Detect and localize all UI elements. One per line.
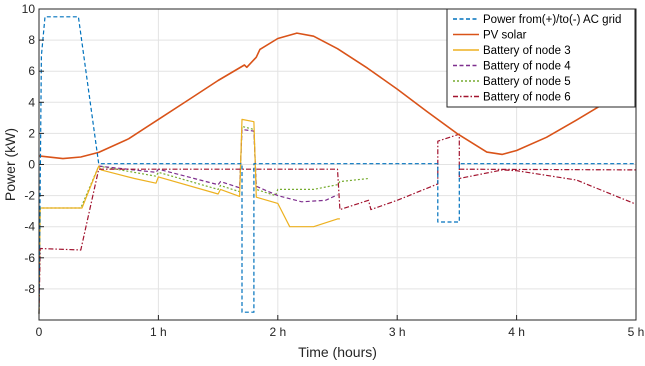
series-layer: [38, 16, 637, 314]
series-line: [38, 118, 340, 314]
legend-label: PV solar: [483, 30, 527, 42]
series-line: [38, 16, 636, 314]
y-tick-label: 4: [28, 95, 35, 109]
x-tick-label: 4 h: [508, 325, 525, 339]
y-tick-label: -2: [24, 189, 35, 203]
y-tick-label: 8: [28, 33, 35, 47]
y-tick-label: 6: [28, 64, 35, 78]
x-axis-ticks: 0 1 h 2 h 3 h 4 h 5 h: [36, 315, 645, 339]
x-tick-label: 0: [36, 325, 43, 339]
y-tick-label: 0: [28, 158, 35, 172]
y-tick-label: -6: [24, 251, 35, 265]
series-line: [38, 32, 637, 160]
y-tick-label: -4: [24, 220, 35, 234]
y-tick-label: -8: [24, 282, 35, 296]
x-axis-label: Time (hours): [298, 344, 377, 360]
y-tick-label: 10: [22, 2, 36, 16]
legend-label: Battery of node 5: [483, 76, 571, 88]
x-tick-label: 5 h: [628, 325, 645, 339]
legend-label: Battery of node 4: [483, 61, 571, 73]
x-tick-label: 1 h: [150, 325, 167, 339]
y-axis-ticks: 10 8 6 4 2 0 -2 -4 -6 -8: [22, 2, 44, 296]
y-axis-label: Power (kW): [2, 128, 18, 201]
legend-label: Battery of node 3: [483, 45, 571, 57]
legend: Power from(+)/to(-) AC grid PV solar Batte…: [446, 8, 636, 108]
series-line: [98, 128, 338, 203]
legend-box: [446, 8, 636, 108]
legend-label: Power from(+)/to(-) AC grid: [483, 14, 621, 26]
x-tick-label: 3 h: [389, 325, 406, 339]
x-tick-label: 2 h: [269, 325, 286, 339]
legend-label: Battery of node 6: [483, 92, 571, 104]
y-tick-label: 2: [28, 126, 35, 140]
series-line: [459, 168, 637, 171]
series-line: [38, 133, 637, 314]
